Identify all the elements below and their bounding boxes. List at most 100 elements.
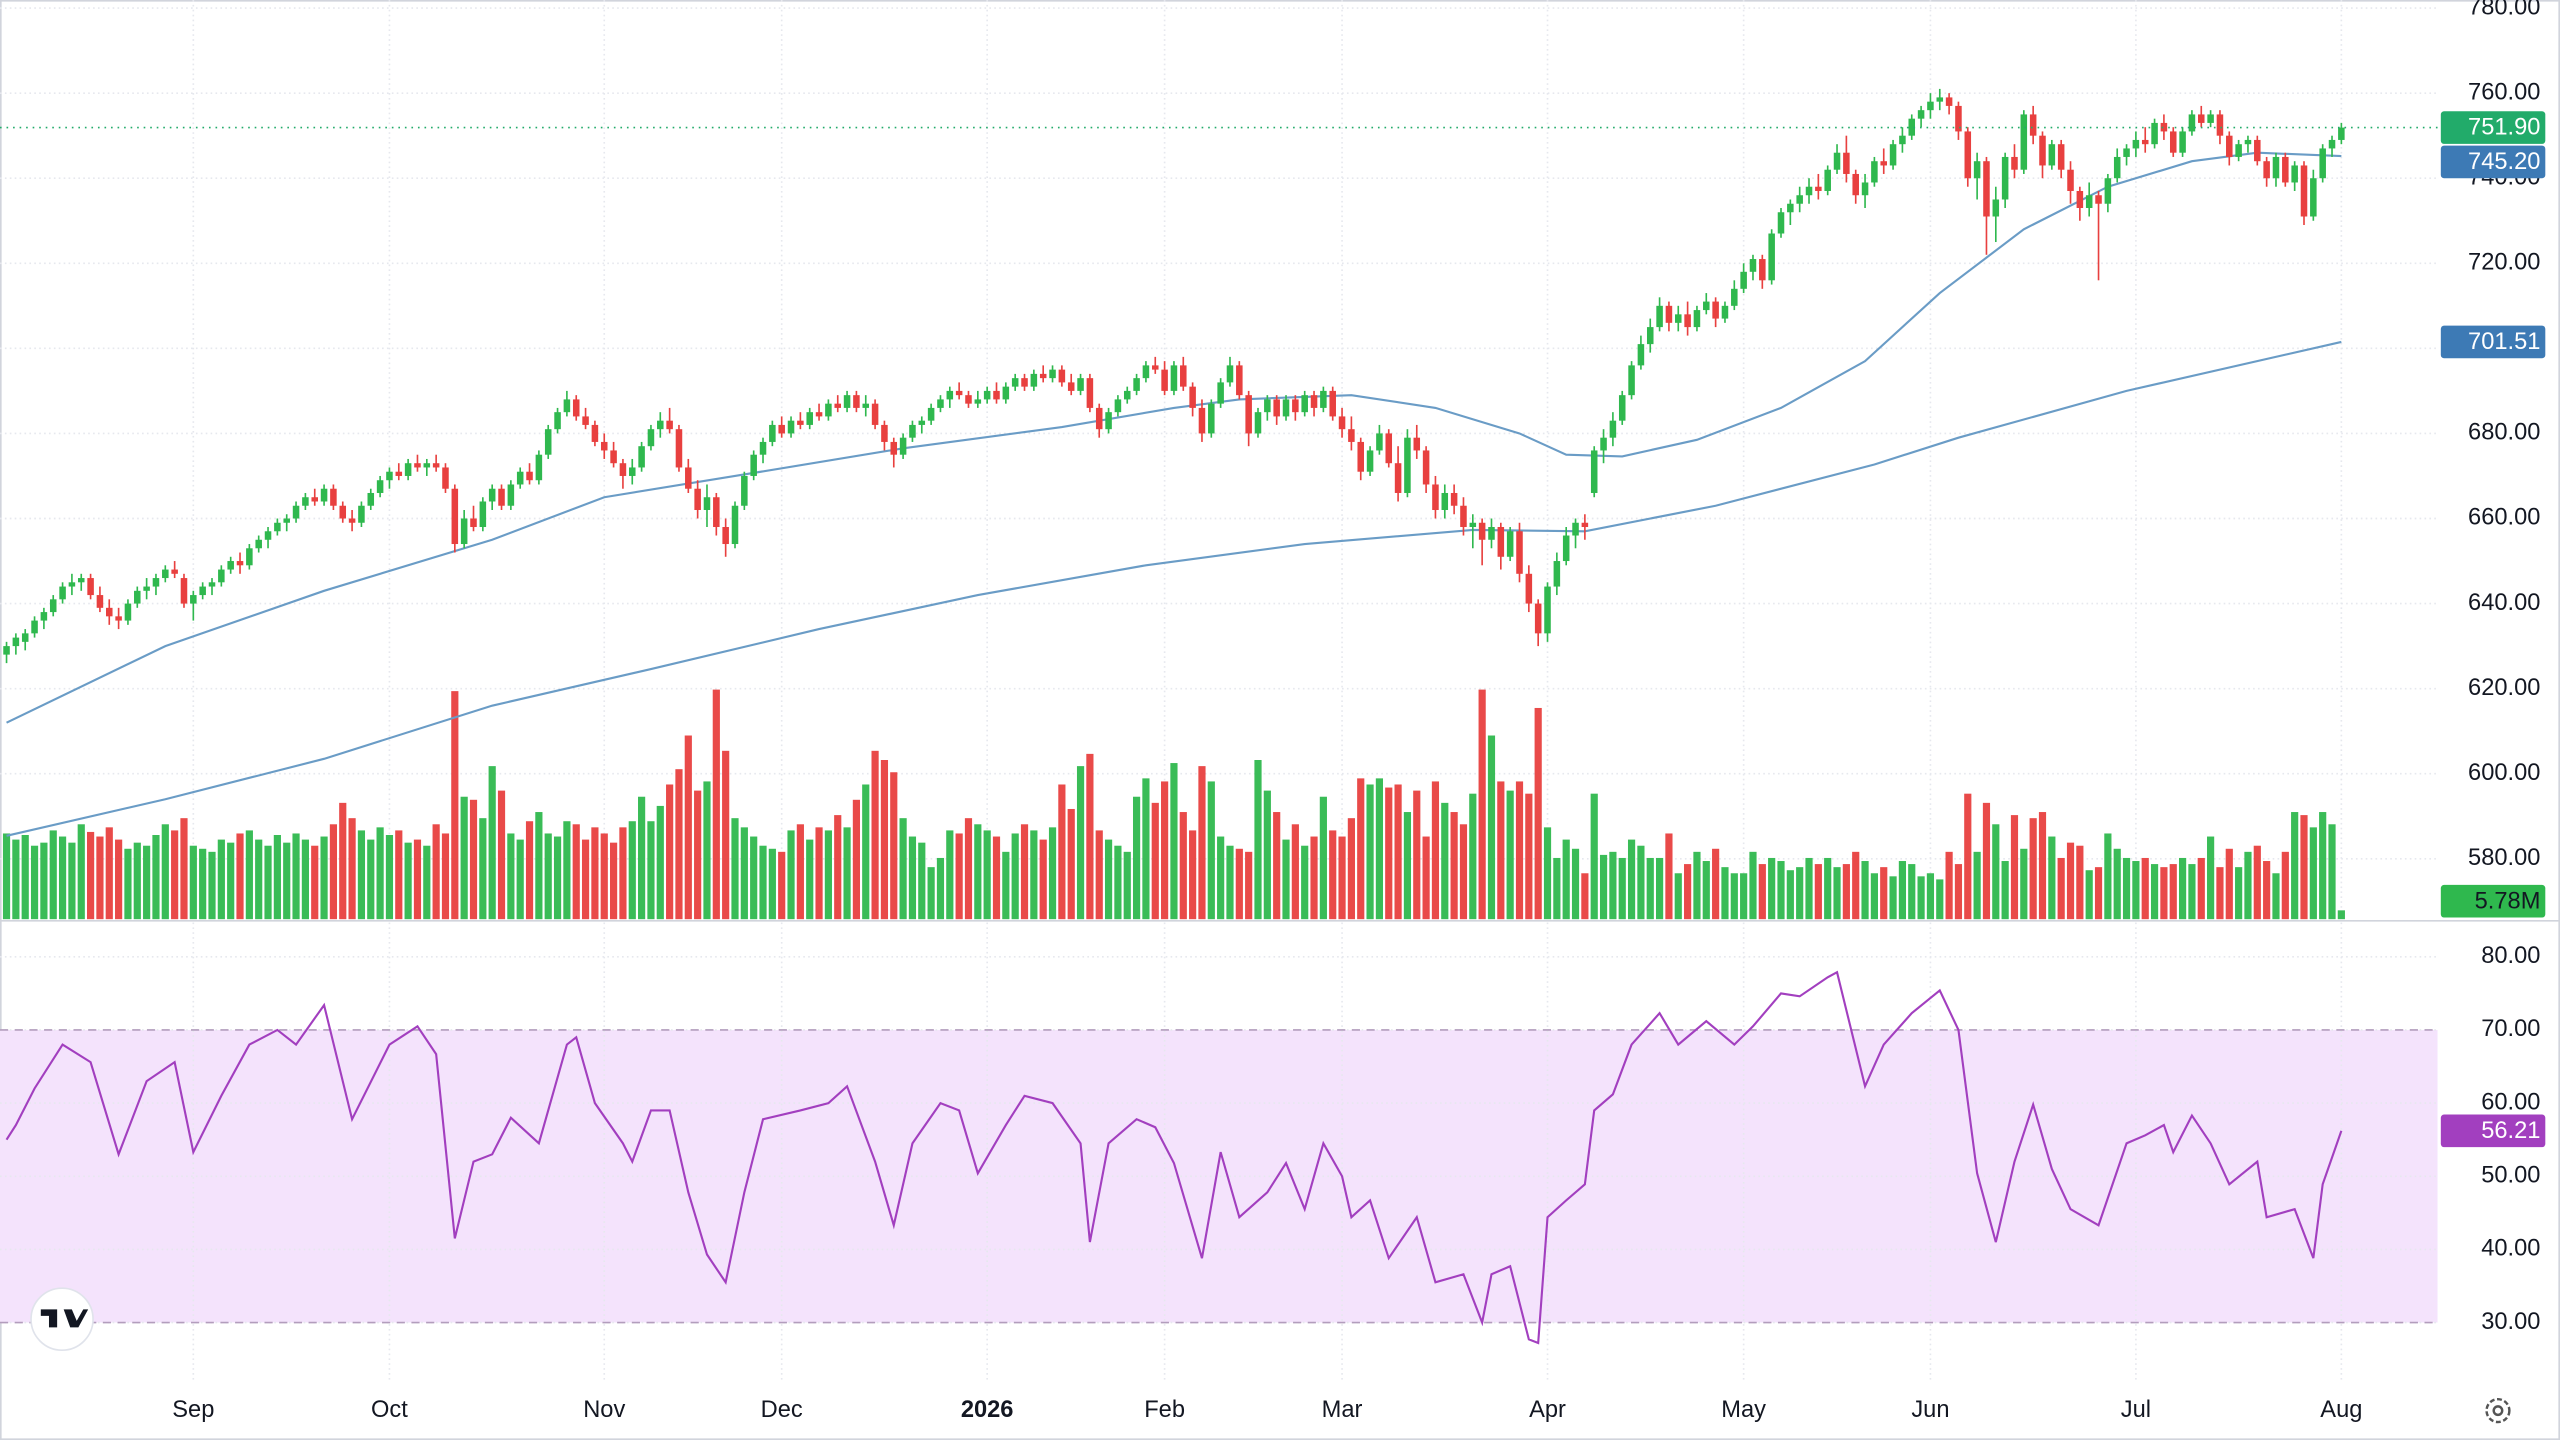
volume-bar: [469, 799, 478, 920]
plot: [0, 0, 2438, 1380]
candle-body: [591, 424, 599, 442]
y-tick-label: 600.00: [2468, 760, 2540, 786]
logo-circle[interactable]: [30, 1287, 94, 1352]
volume-bar: [1104, 839, 1113, 920]
candle-body: [2067, 169, 2074, 191]
logo-mark[interactable]: [40, 1309, 89, 1328]
candle-body: [1002, 386, 1010, 400]
volume-bar: [432, 824, 440, 920]
volume-bar: [1889, 876, 1897, 920]
settings-button[interactable]: [2485, 1397, 2511, 1424]
candle-body: [12, 637, 20, 647]
candle-body: [115, 616, 122, 621]
candle-body: [199, 586, 206, 596]
candle-body: [1618, 395, 1626, 421]
volume-bar: [30, 845, 39, 920]
volume-bar: [1571, 848, 1580, 920]
volume-bar: [927, 867, 935, 920]
volume-bar: [1721, 867, 1729, 920]
candle-body: [1721, 305, 1729, 319]
volume-bar: [647, 821, 655, 920]
candle-body: [311, 497, 318, 502]
volume-bar: [2244, 851, 2252, 920]
candle-body: [657, 420, 664, 430]
candle-body: [1534, 603, 1542, 634]
volume-bar: [768, 848, 776, 920]
candle-body: [1973, 161, 1981, 179]
candle-body: [647, 429, 655, 447]
volume-bar: [1693, 851, 1701, 920]
candle-body: [414, 463, 421, 468]
volume-bar: [2085, 870, 2093, 920]
candle-body: [2272, 156, 2280, 179]
volume-bar: [283, 842, 291, 920]
volume-bar: [1048, 827, 1057, 920]
y-tick-label: 720.00: [2468, 250, 2540, 276]
volume-bar: [2132, 861, 2140, 920]
candle-body: [1021, 378, 1028, 387]
volume-bar: [1030, 830, 1038, 920]
candle-body: [638, 446, 645, 468]
gear-outer[interactable]: [2485, 1397, 2511, 1424]
candle-body: [1320, 390, 1327, 408]
candle-body: [2207, 114, 2214, 123]
candle-body: [2085, 195, 2093, 208]
candle-body: [572, 399, 580, 417]
x-tick-label: Jun: [1911, 1397, 1949, 1423]
candle-body: [750, 454, 757, 476]
candle-body: [106, 607, 113, 617]
volume-bar: [227, 842, 235, 920]
volume-bar: [2104, 833, 2112, 920]
volume-bar: [1151, 802, 1159, 920]
volume-bar: [1170, 763, 1178, 920]
candle-body: [367, 492, 375, 506]
candle-body: [1628, 365, 1635, 396]
candle-body: [59, 586, 66, 600]
candle-body: [1254, 412, 1262, 434]
candle-body: [507, 484, 515, 506]
candle-body: [2104, 178, 2112, 204]
volume-bar: [1291, 824, 1299, 920]
y-tick-label: 30.00: [2481, 1309, 2540, 1335]
candle-body: [2328, 139, 2336, 149]
y-tick-label: 760.00: [2468, 79, 2540, 105]
candle-body: [2076, 190, 2084, 208]
candle-body: [582, 416, 589, 425]
candle-body: [862, 403, 870, 408]
volume-bar: [1786, 870, 1794, 920]
candle-body: [395, 471, 403, 476]
candle-body: [1945, 97, 1953, 106]
candle-body: [1133, 378, 1140, 391]
candle-body: [227, 561, 234, 570]
volume-bar: [1011, 833, 1019, 920]
volume-bar: [1973, 851, 1981, 920]
x-tick-label: Feb: [1144, 1397, 1185, 1423]
volume-bar: [1917, 876, 1925, 920]
volume-bar: [1637, 845, 1645, 920]
volume-bar: [619, 827, 627, 920]
candle-body: [806, 412, 813, 425]
volume-bar: [2113, 848, 2121, 920]
x-tick-label: Oct: [371, 1397, 408, 1423]
volume-bar: [2207, 836, 2215, 920]
volume-bar: [694, 790, 702, 920]
logo[interactable]: [30, 1287, 94, 1352]
volume-bar: [600, 833, 608, 920]
volume-bar: [199, 848, 207, 920]
candle-body: [1983, 161, 1990, 217]
volume-bar: [936, 857, 945, 920]
y-tick-label: 680.00: [2468, 420, 2540, 446]
volume-bar: [535, 812, 543, 920]
volume-bar: [1431, 781, 1440, 920]
volume-bar: [871, 750, 879, 920]
gear-inner[interactable]: [2492, 1405, 2504, 1417]
candle-body: [2011, 156, 2018, 170]
candle-body: [619, 463, 627, 476]
y-tick-label: 40.00: [2481, 1236, 2540, 1262]
candle-body: [2001, 156, 2009, 200]
volume-bar: [1852, 851, 1860, 920]
candle-body: [1646, 327, 1654, 345]
candle-body: [881, 424, 888, 442]
candle-body: [1385, 433, 1393, 464]
volume-bar: [1441, 802, 1449, 920]
